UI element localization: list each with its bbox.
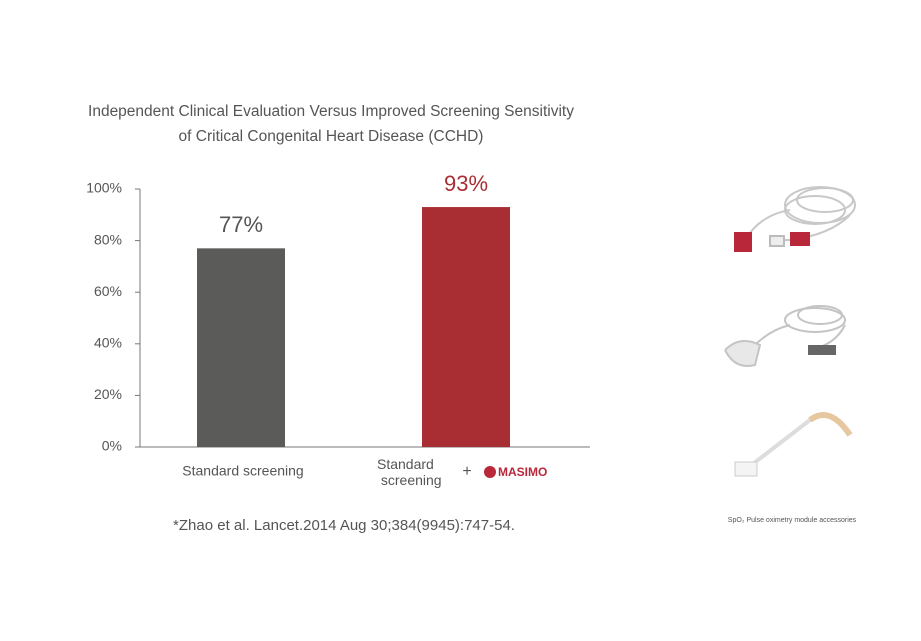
value-label: 93%	[444, 171, 488, 196]
value-label: 77%	[219, 212, 263, 237]
x-tick-label: Standard screening	[182, 463, 303, 479]
chart-subtitle: of Critical Congenital Heart Disease (CC…	[179, 128, 484, 145]
y-tick-label: 100%	[86, 180, 122, 196]
logo-mark	[484, 466, 496, 478]
y-tick-label: 20%	[94, 386, 122, 402]
bar	[422, 207, 510, 447]
sensor-image	[724, 305, 846, 367]
chart-title: Independent Clinical Evaluation Versus I…	[88, 103, 574, 120]
bar	[197, 248, 285, 447]
x-tick-label: Standard screening	[377, 456, 442, 488]
y-tick-label: 80%	[94, 231, 122, 247]
footnote: *Zhao et al. Lancet.2014 Aug 30;384(9945…	[173, 517, 515, 534]
y-tick-label: 60%	[94, 283, 122, 299]
adhesive-sensor-image	[734, 412, 853, 477]
plus-sign: +	[462, 463, 471, 480]
cable-image	[734, 186, 856, 252]
y-tick-label: 40%	[94, 335, 122, 351]
caption: SpO₂ Pulse oximetry module accessories	[728, 517, 857, 524]
partner-logo: MASIMO	[498, 465, 547, 479]
y-tick-label: 0%	[102, 438, 122, 454]
